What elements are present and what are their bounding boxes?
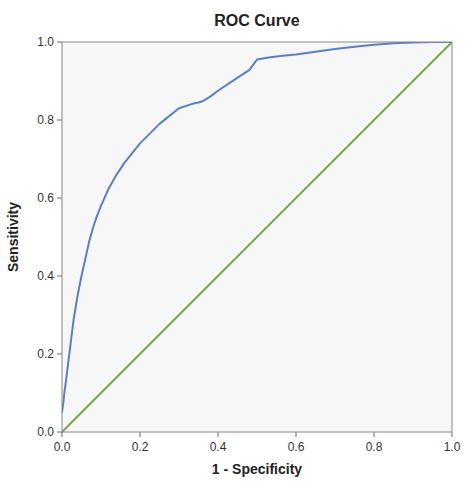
x-tick-label: 1.0 (444, 440, 461, 454)
y-tick-label: 0.6 (37, 191, 54, 205)
y-tick-label: 0.8 (37, 113, 54, 127)
y-tick (57, 120, 62, 121)
x-tick-label: 0.0 (54, 440, 71, 454)
y-axis-label: Sensitivity (5, 202, 21, 272)
x-tick (452, 432, 453, 437)
y-tick-label: 1.0 (37, 35, 54, 49)
y-tick (57, 432, 62, 433)
y-tick (57, 276, 62, 277)
y-tick (57, 42, 62, 43)
y-tick-label: 0.0 (37, 425, 54, 439)
title: ROC Curve (214, 12, 299, 29)
y-tick (57, 198, 62, 199)
x-tick (374, 432, 375, 437)
x-tick (62, 432, 63, 437)
x-tick (218, 432, 219, 437)
axes: 0.0 0.2 0.4 0.6 0.8 1.0 0.0 0.2 0.4 0.6 0.8 1.0 (37, 35, 460, 454)
x-tick-label: 0.8 (366, 440, 383, 454)
series-line (62, 42, 452, 413)
y-tick-label: 0.2 (37, 347, 54, 361)
x-axis-label: 1 - Specificity (212, 461, 302, 477)
x-tick (140, 432, 141, 437)
x-tick (296, 432, 297, 437)
y-tick-label: 0.4 (37, 269, 54, 283)
page: {"chart_data": {"type": "line", "title":… (0, 0, 474, 490)
plot-frame (62, 42, 452, 432)
plot-data (62, 42, 452, 432)
chart: 0.0 0.2 0.4 0.6 0.8 1.0 0.0 0.2 0.4 0.6 0.8 1.0 ROC … (0, 0, 474, 490)
x-tick-label: 0.2 (132, 440, 149, 454)
plot-background (62, 42, 452, 432)
series-line (62, 42, 452, 432)
x-tick-label: 0.6 (288, 440, 305, 454)
x-tick-label: 0.4 (210, 440, 227, 454)
y-tick (57, 354, 62, 355)
